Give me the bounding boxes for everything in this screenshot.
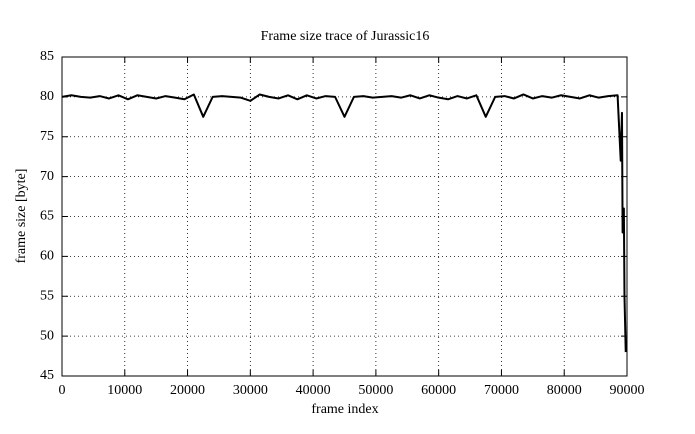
x-tick-label: 20000 [170,383,205,398]
x-tick-label: 80000 [547,383,582,398]
y-tick-label: 75 [40,129,54,144]
y-tick-label: 60 [40,249,54,264]
y-tick-label: 80 [40,89,54,104]
x-tick-label: 40000 [296,383,331,398]
x-tick-label: 50000 [358,383,393,398]
x-tick-label: 0 [59,383,66,398]
y-tick-label: 55 [40,288,54,303]
x-tick-label: 60000 [421,383,456,398]
x-tick-label: 70000 [484,383,519,398]
x-tick-label: 30000 [233,383,268,398]
y-tick-label: 50 [40,328,54,343]
data-line [61,93,627,353]
y-tick-label: 70 [40,169,54,184]
x-axis-label: frame index [311,402,378,417]
x-tick-label: 90000 [610,383,645,398]
y-axis-label: frame size [byte] [14,169,29,264]
y-tick-label: 45 [40,368,54,383]
y-tick-label: 65 [40,209,54,224]
x-tick-label: 10000 [107,383,142,398]
y-tick-label: 85 [40,49,54,64]
chart-title: Frame size trace of Jurassic16 [261,29,430,44]
